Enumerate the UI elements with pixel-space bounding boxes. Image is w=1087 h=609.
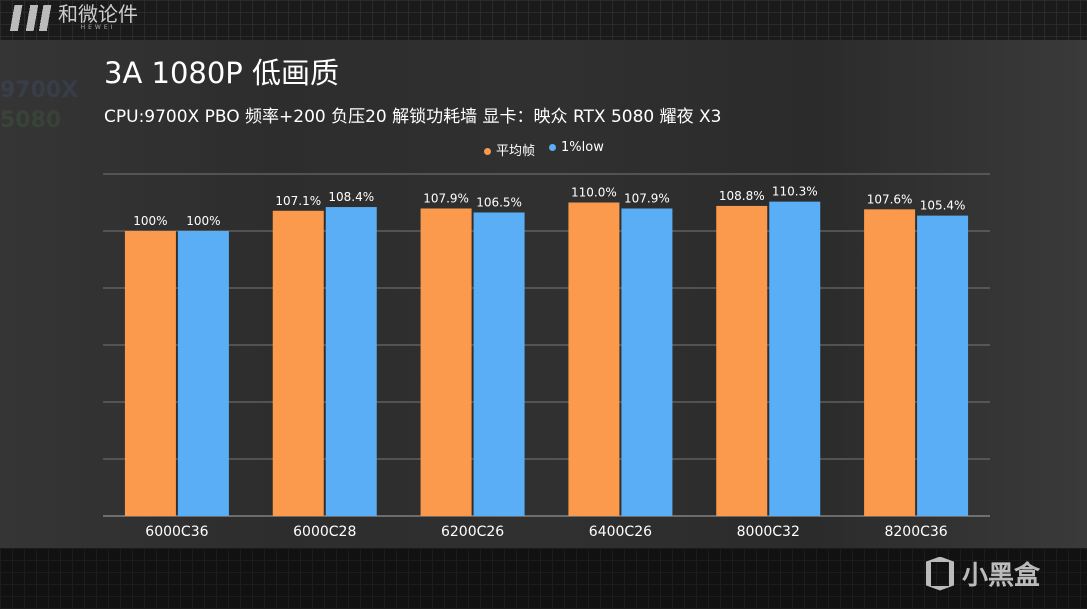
hewei-logo: 和微论件 HEWEI	[4, 4, 138, 31]
xiaoheihe-icon	[926, 556, 954, 591]
bar-low	[769, 201, 821, 516]
data-label: 110.3%	[772, 185, 818, 199]
x-tick-label: 6400C26	[589, 524, 652, 540]
bar-avg	[568, 202, 620, 516]
logo-sub: HEWEI	[80, 24, 116, 31]
background-hud: 9700X 5080	[0, 78, 79, 133]
chart-title: 3A 1080P 低画质	[104, 56, 340, 90]
data-label: 100%	[133, 214, 167, 228]
x-tick-label: 6000C36	[145, 524, 208, 540]
bar-low	[917, 215, 969, 517]
data-label: 108.4%	[328, 190, 374, 204]
legend-dot-avg	[484, 148, 491, 155]
data-label: 108.8%	[719, 189, 765, 203]
bar-avg	[124, 231, 176, 516]
bar-low	[177, 231, 229, 516]
x-tick-label: 6200C26	[441, 524, 504, 540]
chart-subtitle: CPU:9700X PBO 频率+200 负压20 解锁功耗墙 显卡：映众 RT…	[104, 107, 722, 127]
xiaoheihe-logo: 小黑盒	[926, 555, 1040, 592]
logo-text: 和微论件	[58, 2, 138, 26]
bar-low	[621, 208, 673, 517]
legend-label: 1%low	[561, 140, 604, 155]
data-label: 105.4%	[920, 199, 966, 213]
bar-low	[473, 212, 525, 516]
legend-item-low: 1%low	[549, 140, 604, 159]
data-label: 106.5%	[476, 195, 522, 209]
data-label: 100%	[186, 214, 220, 228]
x-tick-label: 8200C36	[884, 524, 947, 540]
legend: 平均帧 1%low	[484, 140, 604, 159]
bar-low	[325, 207, 377, 516]
x-tick-label: 6000C28	[293, 524, 356, 540]
top-bar: 和微论件 HEWEI	[0, 0, 1087, 40]
data-label: 107.9%	[624, 191, 670, 205]
bar-avg	[272, 210, 324, 516]
bar-avg	[420, 208, 472, 517]
x-tick-label: 8000C32	[737, 524, 800, 540]
data-label: 110.0%	[571, 186, 617, 200]
hewei-logo-icon	[4, 4, 52, 31]
bar-avg	[716, 205, 768, 517]
data-label: 107.1%	[275, 194, 321, 208]
data-label: 107.9%	[423, 191, 469, 205]
brand-text: 小黑盒	[962, 561, 1041, 591]
legend-item-avg: 平均帧	[484, 140, 535, 159]
legend-label: 平均帧	[496, 144, 536, 159]
data-label: 107.6%	[867, 192, 913, 206]
bar-avg	[864, 209, 916, 516]
bottom-bar	[0, 548, 1087, 609]
legend-dot-low	[549, 144, 557, 151]
